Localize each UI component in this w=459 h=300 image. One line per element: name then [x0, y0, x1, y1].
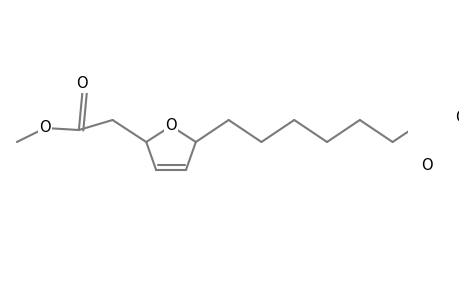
- Text: O: O: [165, 118, 176, 134]
- Text: O: O: [39, 121, 51, 136]
- Text: O: O: [420, 158, 432, 173]
- Text: O: O: [77, 76, 88, 92]
- Text: O: O: [454, 110, 459, 125]
